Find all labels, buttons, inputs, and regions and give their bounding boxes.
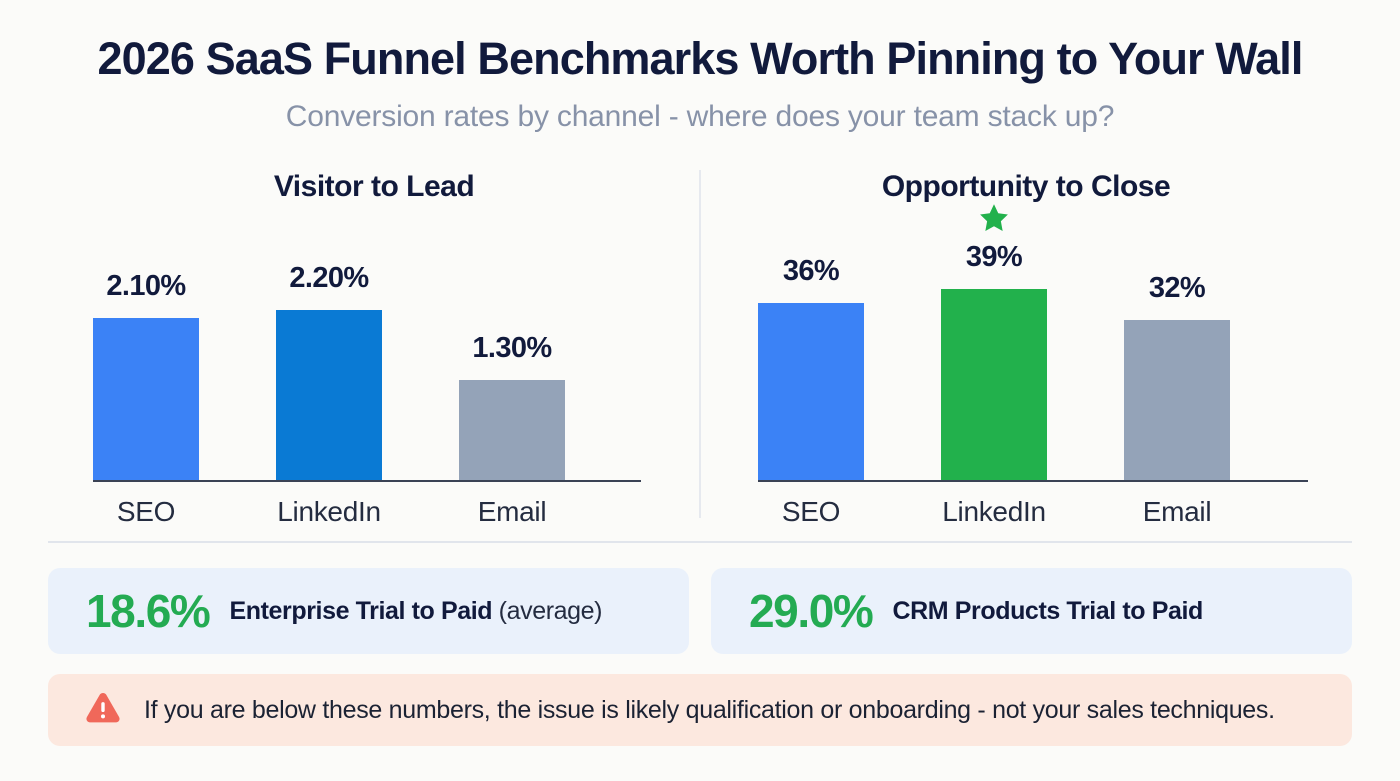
kpi-label-crm-main: CRM Products Trial to Paid xyxy=(892,596,1203,625)
kpi-value-enterprise: 18.6% xyxy=(86,585,211,637)
category-label-email-left: Email xyxy=(477,496,547,527)
bar-group-email-left[interactable]: 1.30% xyxy=(459,220,565,480)
page-title: 2026 SaaS Funnel Benchmarks Worth Pinnin… xyxy=(97,33,1304,84)
axis-baseline-left xyxy=(93,480,641,482)
bar-group-linkedin-right[interactable]: 39% xyxy=(941,204,1047,480)
chart-title-right: Opportunity to Close xyxy=(881,170,1171,203)
bar-seo-right[interactable] xyxy=(758,303,864,480)
kpi-label-enterprise-suffix: (average) xyxy=(492,596,603,625)
bars-right: 36% 39% 32% xyxy=(700,204,1352,480)
bar-group-seo-left[interactable]: 2.10% xyxy=(93,220,199,480)
chart-opportunity-to-close: Opportunity to Close 36% 39% xyxy=(700,160,1352,538)
bars-left: 2.10% 2.20% 1.30% xyxy=(48,220,700,480)
bar-value-email-right: 32% xyxy=(1148,272,1206,304)
category-label-linkedin-left: LinkedIn xyxy=(277,496,381,527)
kpi-card-enterprise-trial-to-paid[interactable]: 18.6% Enterprise Trial to Paid (average) xyxy=(48,568,689,654)
warning-text: If you are below these numbers, the issu… xyxy=(144,695,1275,724)
bar-value-email-left: 1.30% xyxy=(472,332,552,364)
bar-email-right[interactable] xyxy=(1124,320,1230,480)
warning-banner: If you are below these numbers, the issu… xyxy=(48,674,1352,746)
kpi-label-enterprise-main: Enterprise Trial to Paid xyxy=(229,596,493,625)
kpi-card-crm-trial-to-paid[interactable]: 29.0% CRM Products Trial to Paid xyxy=(711,568,1352,654)
bar-value-seo-left: 2.10% xyxy=(106,270,186,302)
star-icon xyxy=(911,202,1077,235)
bar-value-seo-right: 36% xyxy=(782,255,840,287)
chart-title-left: Visitor to Lead xyxy=(273,170,475,203)
kpi-value-crm: 29.0% xyxy=(749,585,874,637)
bar-group-linkedin-left[interactable]: 2.20% xyxy=(276,220,382,480)
plot-area-right: 36% 39% 32% xyxy=(700,204,1352,482)
bar-group-seo-right[interactable]: 36% xyxy=(758,220,864,480)
bar-value-linkedin-right: 39% xyxy=(965,241,1023,273)
kpi-label-crm: CRM Products Trial to Paid xyxy=(892,596,1203,626)
category-label-seo-left: SEO xyxy=(116,496,176,527)
bar-linkedin-left[interactable] xyxy=(276,310,382,480)
category-labels-right: SEO LinkedIn Email xyxy=(700,496,1352,536)
alert-triangle-icon xyxy=(84,691,122,730)
bar-group-email-right[interactable]: 32% xyxy=(1124,220,1230,480)
bar-value-linkedin-left: 2.20% xyxy=(289,262,369,294)
bar-linkedin-right[interactable] xyxy=(941,289,1047,480)
chart-visitor-to-lead: Visitor to Lead 2.10% 2.20% 1.30% xyxy=(48,160,700,538)
category-label-email-right: Email xyxy=(1142,496,1212,527)
kpi-row: 18.6% Enterprise Trial to Paid (average)… xyxy=(48,568,1352,654)
category-label-seo-right: SEO xyxy=(781,496,841,527)
category-labels-left: SEO LinkedIn Email xyxy=(48,496,700,536)
kpi-label-enterprise: Enterprise Trial to Paid (average) xyxy=(229,597,602,626)
plot-area-left: 2.10% 2.20% 1.30% xyxy=(48,220,700,482)
header: 2026 SaaS Funnel Benchmarks Worth Pinnin… xyxy=(0,33,1400,134)
category-label-linkedin-right: LinkedIn xyxy=(942,496,1046,527)
page-subtitle: Conversion rates by channel - where does… xyxy=(285,100,1115,134)
axis-baseline-right xyxy=(758,480,1308,482)
charts-vertical-divider xyxy=(699,170,701,518)
section-divider xyxy=(48,541,1352,543)
bar-email-left[interactable] xyxy=(459,380,565,480)
charts-section: Visitor to Lead 2.10% 2.20% 1.30% xyxy=(0,160,1400,538)
bar-seo-left[interactable] xyxy=(93,318,199,480)
